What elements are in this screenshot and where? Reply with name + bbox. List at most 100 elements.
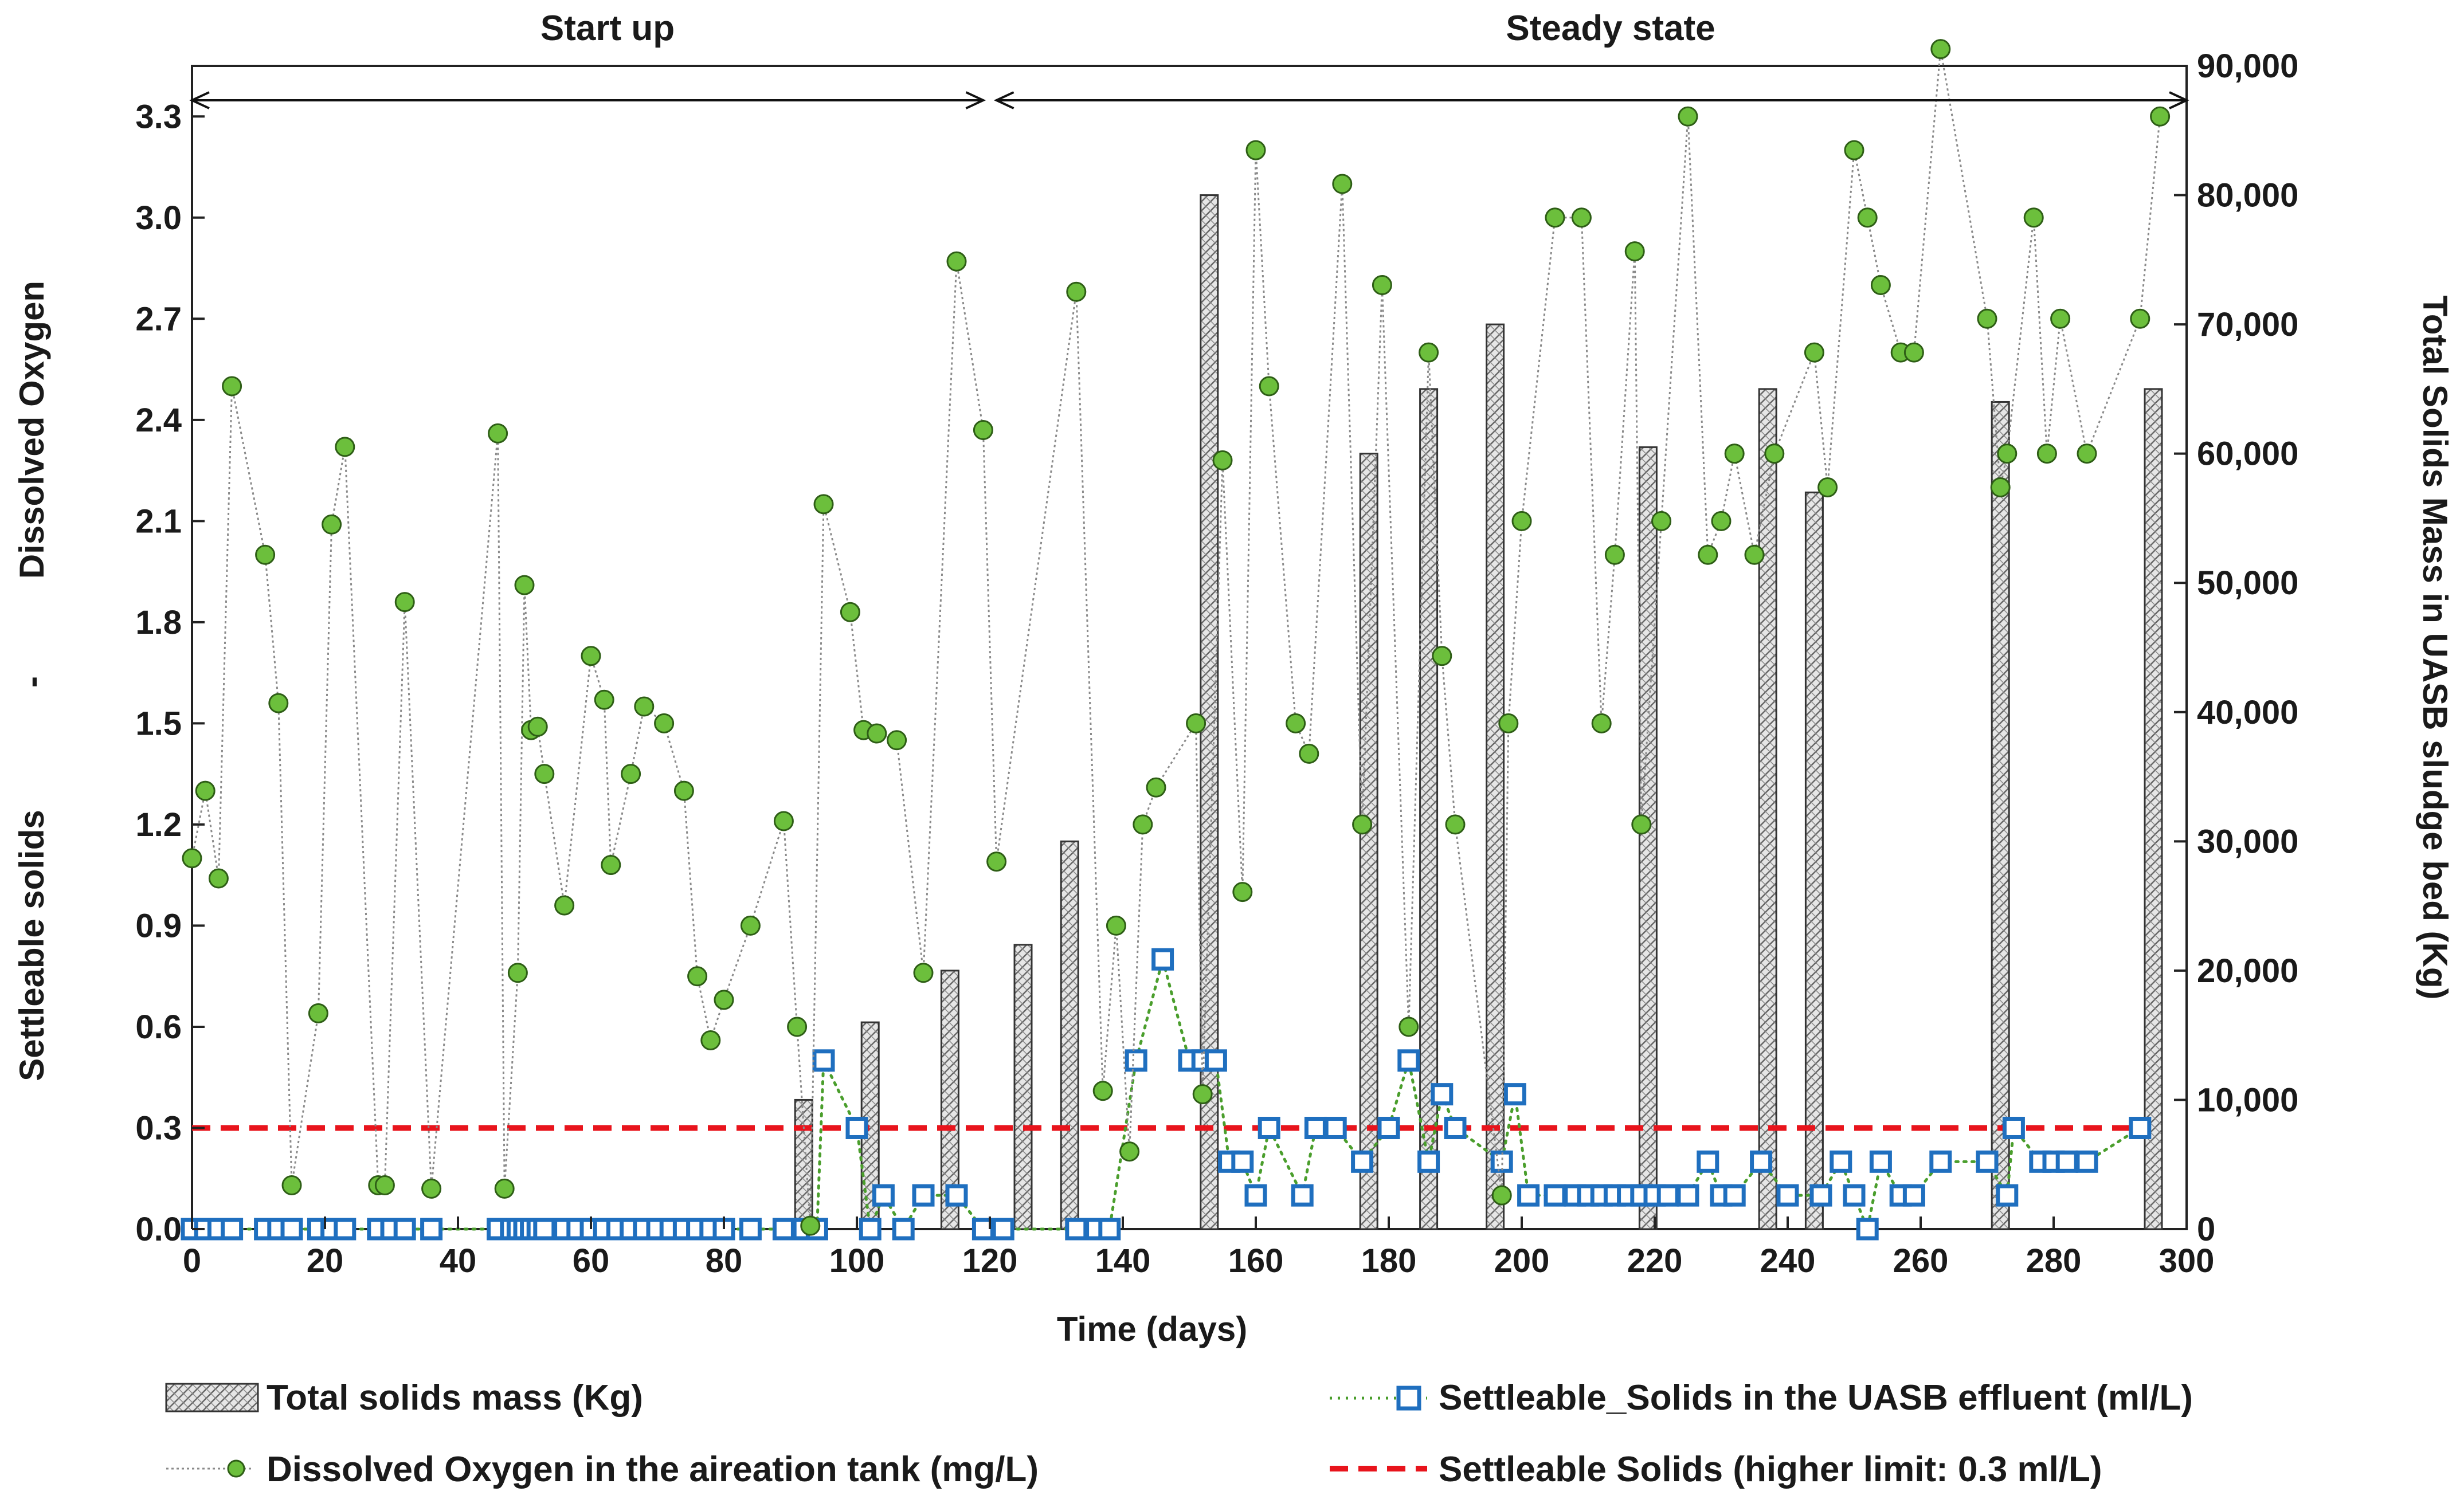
dissolved-oxygen-point (700, 1030, 721, 1050)
x-tick-label: 220 (1627, 1242, 1683, 1280)
dissolved-oxygen-point (2150, 106, 2171, 127)
dissolved-oxygen-point (394, 592, 415, 613)
dissolved-oxygen-point (1245, 140, 1266, 160)
dissolved-oxygen-point (986, 851, 1007, 872)
settleable-point (872, 1184, 895, 1207)
dissolved-oxygen-point (1399, 1017, 1419, 1037)
legend-do-label: Dissolved Oxygen in the aireation tank (… (267, 1450, 1039, 1489)
y-left-title-part1: Settleable solids (13, 810, 51, 1081)
y-right-tick-label: 0 (2197, 1211, 2215, 1248)
dissolved-oxygen-point (1133, 814, 1153, 835)
x-tick-label: 260 (1893, 1242, 1949, 1280)
dissolved-oxygen-point (2036, 444, 2057, 464)
bars-layer (794, 194, 2163, 1230)
settleable-point (1843, 1184, 1866, 1207)
dissolved-oxygen-point (1511, 511, 1532, 531)
dissolved-oxygen-point (1445, 814, 1466, 835)
settleable-point (1656, 1184, 1679, 1207)
dissolved-oxygen-point (2077, 444, 2097, 464)
phase-arrows (189, 91, 2189, 109)
y-right-tick-label: 10,000 (2197, 1081, 2298, 1119)
dissolved-oxygen-point (973, 419, 993, 440)
dissolved-oxygen-point (1604, 544, 1625, 565)
settleable-point (334, 1218, 357, 1241)
y-right-tick-label: 30,000 (2197, 823, 2298, 860)
settleable-point (1996, 1184, 2019, 1207)
settleable-point (912, 1184, 935, 1207)
dissolved-oxygen-point (1092, 1081, 1113, 1101)
settleable-point (845, 1116, 868, 1139)
settleable-point (2002, 1116, 2025, 1139)
dissolved-oxygen-point (1352, 814, 1373, 835)
settleable-point (1676, 1184, 1699, 1207)
dissolved-oxygen-point (867, 723, 887, 744)
dissolved-oxygen-point (773, 811, 794, 831)
settleable-point (1723, 1184, 1746, 1207)
dissolved-oxygen-point (2050, 308, 2071, 329)
settleable-point (2055, 1150, 2078, 1173)
bar-total-solids (1804, 491, 1824, 1230)
phase-arrowhead-right-0 (965, 91, 986, 109)
legend-bar-swatch (165, 1383, 259, 1412)
settleable-point (1444, 1116, 1467, 1139)
settleable-point (945, 1184, 968, 1207)
dissolved-oxygen-point (887, 730, 907, 751)
dissolved-oxygen-point (488, 423, 508, 444)
dissolved-oxygen-point (507, 963, 528, 983)
settleable-point (420, 1218, 443, 1241)
dissolved-oxygen-point (1419, 342, 1439, 363)
dissolved-oxygen-point (1119, 1141, 1140, 1162)
dissolved-oxygen-point (527, 716, 548, 737)
dissolved-oxygen-point (1698, 544, 1718, 565)
dissolved-oxygen-point (581, 646, 601, 666)
settleable-point (1517, 1184, 1540, 1207)
dissolved-oxygen-line (191, 49, 2161, 1226)
settleable-point (1397, 1049, 1420, 1072)
dissolved-oxygen-point (1591, 713, 1612, 733)
settleable-point (992, 1218, 1014, 1241)
phase-arrowhead-left-0 (189, 91, 210, 109)
dissolved-oxygen-point (946, 251, 967, 272)
settleable-point (1776, 1184, 1799, 1207)
dissolved-oxygen-point (740, 915, 761, 936)
dissolved-oxygen-point (421, 1178, 442, 1199)
dissolved-oxygen-point (594, 689, 614, 710)
y-left-tick-label: 1.8 (135, 604, 182, 641)
dissolved-oxygen-point (1817, 477, 1838, 498)
dissolved-oxygen-point (308, 1003, 328, 1023)
settleable-point (1151, 948, 1174, 971)
dissolved-oxygen-point (601, 855, 621, 876)
y-right-tick-label: 70,000 (2197, 306, 2298, 343)
legend-ss-marker (1396, 1386, 1421, 1411)
dissolved-oxygen-point (1977, 308, 1997, 329)
settleable-series (181, 948, 2152, 1241)
bar-total-solids (1359, 453, 1378, 1230)
x-axis: 0 20 40 60 80 100 120 140 160 180 200 220 240 260 280 3… (183, 1216, 2214, 1280)
dissolved-oxygen-point (1212, 450, 1233, 470)
dissolved-oxygen-point (1997, 444, 2018, 464)
dissolved-oxygen-point (1286, 713, 1306, 733)
legend-do-marker (227, 1459, 245, 1478)
y-right-tick-label: 40,000 (2197, 694, 2298, 731)
x-tick-label: 160 (1228, 1242, 1284, 1280)
settleable-point (1204, 1049, 1227, 1072)
x-axis-title: Time (days) (1057, 1310, 1247, 1348)
x-tick-label: 200 (1494, 1242, 1550, 1280)
bar-total-solids (1060, 840, 1079, 1230)
dissolved-oxygen-point (913, 963, 934, 983)
legend-limit-label: Settleable Solids (higher limit: 0.3 ml/… (1439, 1450, 2102, 1489)
settleable-point (1258, 1116, 1280, 1139)
dissolved-oxygen-point (1232, 882, 1253, 902)
dissolved-oxygen-point (195, 780, 216, 801)
dissolved-oxygen-series (182, 39, 2171, 1236)
dissolved-oxygen-point (1192, 1084, 1213, 1105)
settleable-point (1697, 1150, 1719, 1173)
dissolved-oxygen-point (1106, 915, 1126, 936)
settleable-point (1244, 1184, 1267, 1207)
y-right-tick-label: 60,000 (2197, 435, 2298, 473)
dissolved-oxygen-point (840, 602, 860, 622)
legend-ss-label: Settleable_Solids in the UASB effluent (… (1439, 1378, 2193, 1418)
dissolved-oxygen-point (182, 848, 202, 869)
y-right-tick-label: 90,000 (2197, 48, 2298, 85)
dissolved-oxygen-point (1870, 274, 1891, 295)
